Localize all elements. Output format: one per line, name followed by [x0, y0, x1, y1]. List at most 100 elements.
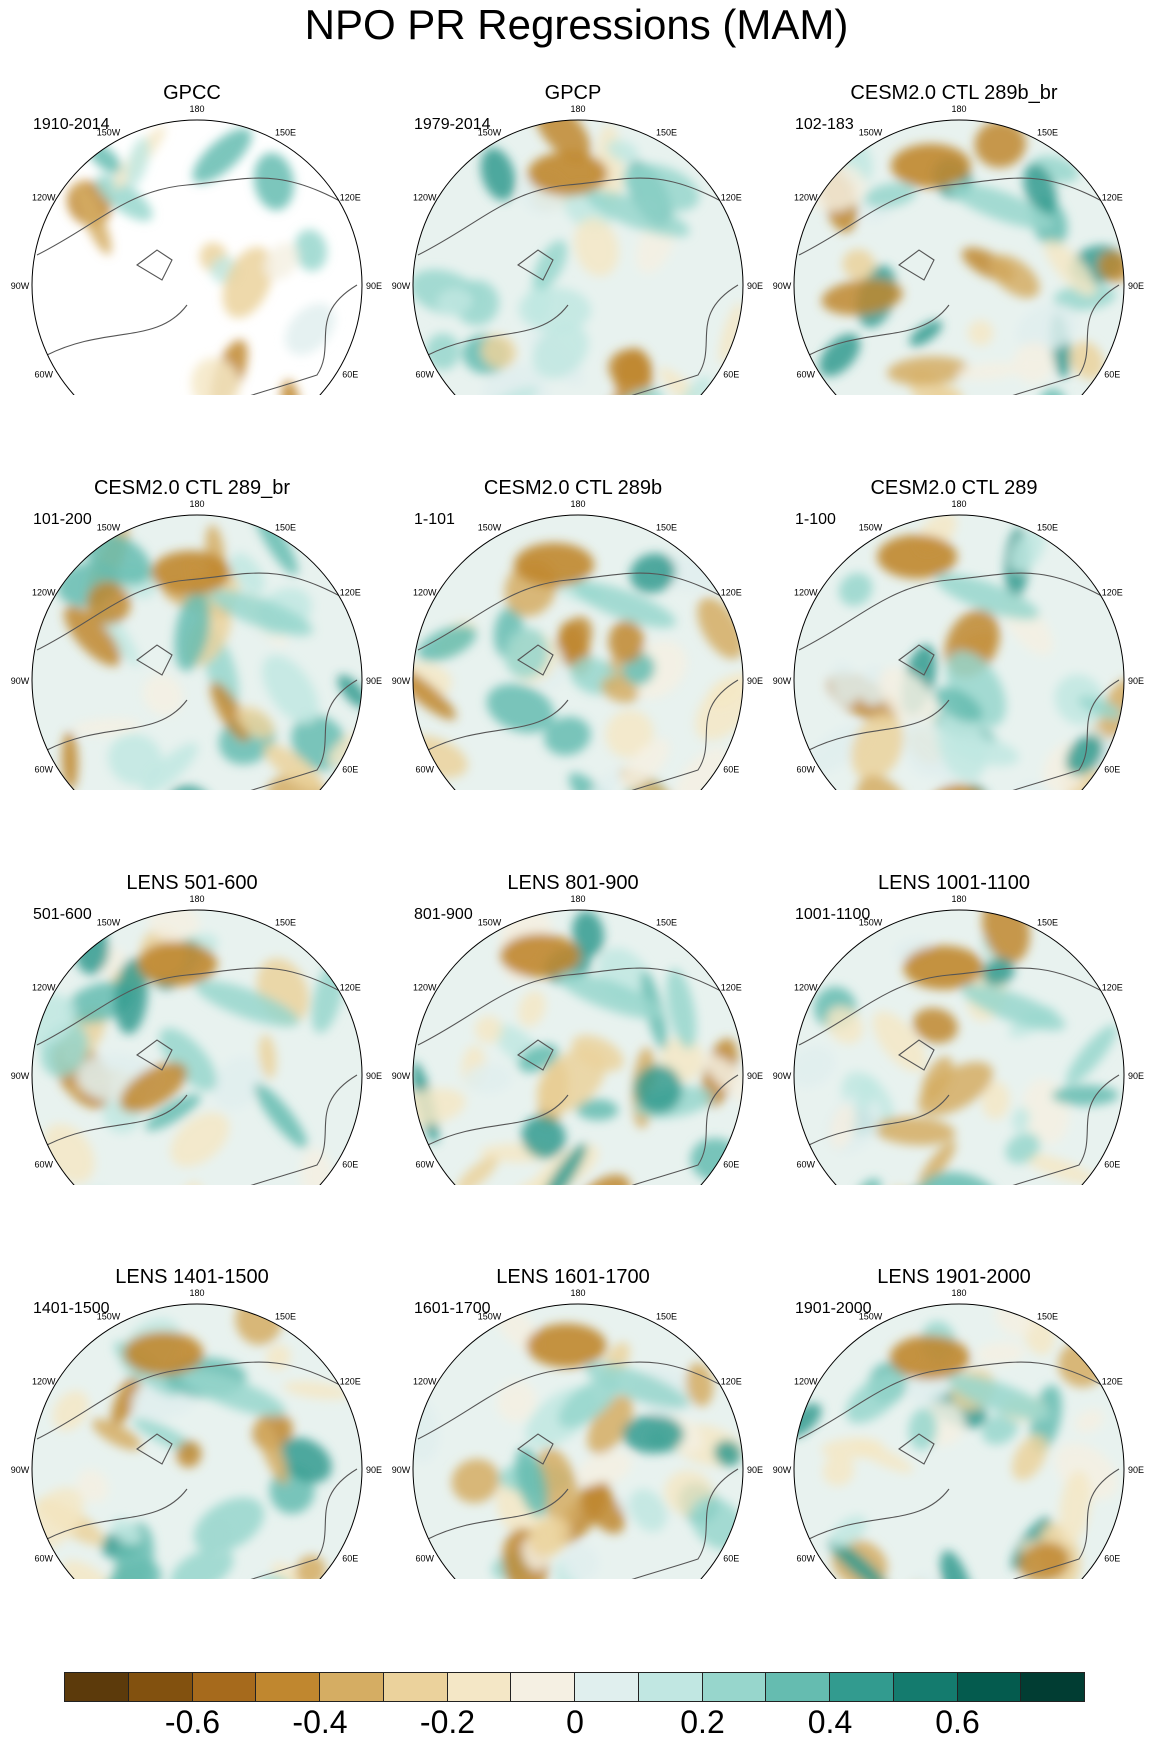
anomaly-blob	[909, 320, 943, 347]
longitude-label: 90E	[1128, 281, 1144, 291]
longitude-label: 120E	[721, 1377, 742, 1387]
anomaly-blob	[608, 620, 645, 664]
polar-map: 180150E120E90E60E30E030W60W90W120W150W	[392, 499, 763, 790]
dry-anomaly	[877, 534, 958, 579]
anomaly-blob	[902, 719, 946, 778]
anomaly-blob	[1016, 303, 1079, 353]
map-field	[32, 120, 362, 395]
anomaly-blob	[74, 181, 112, 255]
anomaly-blob	[581, 772, 620, 790]
anomaly-blob	[413, 1397, 440, 1463]
map-boundary	[793, 514, 1125, 790]
anomaly-blob	[822, 1455, 855, 1487]
longitude-label: 90W	[11, 1071, 30, 1081]
colorbar-tick-label: 0.4	[807, 1704, 853, 1740]
anomaly-blob	[956, 362, 1022, 380]
panel-title: CESM2.0 CTL 289b	[483, 477, 663, 499]
map-boundary	[412, 514, 744, 790]
panel-period: 1979-2014	[414, 116, 491, 133]
map-panel: 180150E120E90E60E30E030W60W90W120W150WCE…	[0, 395, 384, 790]
anomaly-blob	[262, 655, 319, 724]
anomaly-blob	[285, 303, 335, 355]
anomaly-blob	[821, 1437, 884, 1460]
anomaly-blob	[623, 163, 700, 212]
longitude-label: 180	[570, 1288, 585, 1298]
anomaly-blob	[535, 1447, 580, 1528]
longitude-label: 150W	[478, 523, 502, 533]
colorbar-tick-label: -0.6	[164, 1704, 221, 1740]
map-field	[413, 910, 743, 1185]
anomaly-blob	[702, 1053, 743, 1111]
dry-anomaly	[889, 1335, 970, 1380]
anomaly-blob	[926, 386, 963, 395]
anomaly-blob	[141, 742, 199, 790]
anomaly-blob	[1005, 1132, 1041, 1164]
anomaly-blob	[532, 323, 589, 379]
anomaly-blob	[576, 1099, 619, 1121]
anomaly-blob	[601, 676, 639, 703]
longitude-label: 60E	[1104, 1554, 1120, 1564]
longitude-label: 60E	[1104, 1160, 1120, 1170]
wet-anomaly	[558, 972, 663, 1019]
panel-period: 1901-2000	[795, 1300, 872, 1317]
anomaly-blob	[111, 1518, 142, 1545]
anomaly-blob	[685, 1362, 714, 1407]
polar-map: 180150E120E90E60E30E030W60W90W120W150W	[773, 104, 1144, 395]
longitude-label: 150W	[859, 523, 883, 533]
colorbar-swatch	[127, 1672, 193, 1702]
longitude-label: 120E	[340, 983, 361, 993]
longitude-label: 90W	[773, 676, 792, 686]
anomaly-blob	[108, 733, 163, 786]
anomaly-blob	[300, 1148, 333, 1185]
anomaly-blob	[606, 139, 639, 163]
anomaly-blob	[539, 1143, 587, 1185]
anomaly-blob	[1044, 239, 1096, 296]
anomaly-blob	[536, 1047, 606, 1113]
map-field	[794, 515, 1124, 790]
map-boundary	[412, 1303, 744, 1579]
anomaly-blob	[989, 254, 1040, 299]
coastline	[798, 177, 1120, 395]
wet-anomaly	[195, 980, 300, 1027]
anomaly-blob	[496, 1380, 537, 1423]
anomaly-blob	[222, 246, 273, 319]
anomaly-blob	[515, 1447, 548, 1517]
panel-title: LENS 1601-1700	[496, 1266, 650, 1288]
longitude-label: 60E	[723, 1160, 739, 1170]
anomaly-blob	[265, 1344, 291, 1371]
panel-title: CESM2.0 CTL 289b_br	[850, 82, 1058, 104]
dry-anomaly	[526, 1323, 607, 1368]
anomaly-blob	[697, 597, 743, 659]
colorbar-swatch	[574, 1672, 639, 1702]
dry-anomaly	[123, 1331, 204, 1376]
anomaly-blob	[61, 1560, 114, 1579]
anomaly-blob	[101, 1559, 162, 1579]
coastline	[36, 177, 358, 395]
figure-title: NPO PR Regressions (MAM)	[304, 1, 849, 48]
anomaly-blob	[830, 661, 860, 706]
anomaly-blob	[210, 681, 250, 742]
longitude-label: 150E	[1037, 523, 1058, 533]
anomaly-blob	[574, 217, 619, 277]
longitude-label: 90E	[1128, 676, 1144, 686]
longitude-label: 120W	[413, 193, 437, 203]
panel-period: 801-900	[414, 906, 473, 923]
anomaly-blob	[1018, 1542, 1070, 1579]
anomaly-blob	[159, 1028, 217, 1091]
longitude-label: 180	[951, 1288, 966, 1298]
longitude-label: 120W	[794, 588, 818, 598]
coastline	[798, 967, 1120, 1185]
anomaly-blob	[534, 120, 591, 161]
anomaly-blob	[521, 1115, 566, 1159]
anomaly-blob	[842, 249, 875, 281]
longitude-label: 120E	[721, 588, 742, 598]
anomaly-blob	[263, 743, 324, 790]
colorbar-swatch	[1020, 1672, 1085, 1702]
anomaly-blob	[629, 1488, 667, 1533]
longitude-label: 120W	[32, 588, 56, 598]
longitude-label: 180	[951, 104, 966, 114]
colorbar-tick-label: -0.2	[419, 1704, 476, 1740]
longitude-label: 60E	[342, 1160, 358, 1170]
panel-title: CESM2.0 CTL 289	[870, 477, 1038, 499]
anomaly-blob	[283, 1381, 352, 1400]
